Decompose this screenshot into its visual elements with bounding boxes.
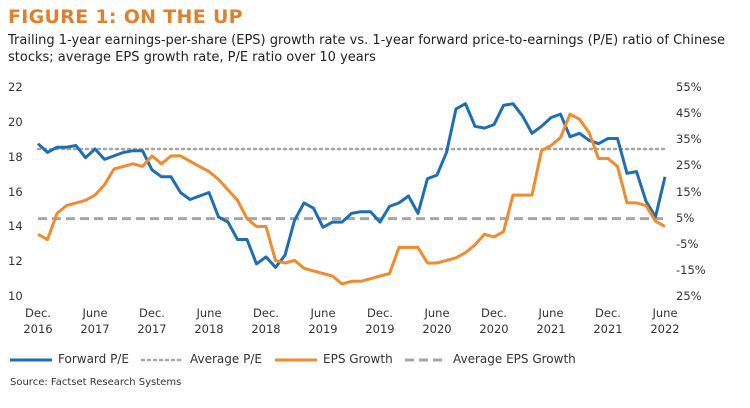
y-tick-label: 14 (8, 219, 23, 234)
legend-label: EPS Growth (323, 352, 393, 366)
x-tick-label: Dec. 2019 (365, 306, 395, 336)
legend-label: Forward P/E (58, 352, 129, 366)
y-tick-label: 12 (8, 254, 23, 269)
x-tick-label: Dec. 2021 (593, 306, 623, 336)
x-tick-label: Dec. 2020 (479, 306, 509, 336)
y2-tick-label: 35% (676, 132, 702, 147)
y2-tick-label: 45% (676, 106, 702, 121)
x-tick-label: Dec. 2016 (23, 306, 53, 336)
x-tick-label: June 2019 (308, 306, 338, 336)
x-tick-label: June 2017 (80, 306, 110, 336)
series-line (37, 112, 666, 286)
x-tick-label: June 2020 (422, 306, 452, 336)
legend-label: Average EPS Growth (453, 352, 576, 366)
x-tick-label: June 2022 (650, 306, 680, 336)
x-tick-label: June 2018 (194, 306, 224, 336)
y2-tick-label: 25% (676, 289, 702, 303)
y2-tick-label: -5% (676, 236, 699, 251)
source-note: Source: Factset Research Systems (10, 377, 182, 388)
y-tick-label: 20 (8, 114, 23, 129)
chart-subtitle: Trailing 1-year earnings-per-share (EPS)… (8, 33, 726, 65)
y2-tick-label: 15% (676, 184, 702, 199)
chart-title: FIGURE 1: ON THE UP (8, 6, 243, 28)
y2-tick-label: -15% (676, 262, 706, 277)
y-tick-label: 10 (8, 289, 23, 303)
y2-tick-label: 5% (676, 210, 695, 225)
y-tick-label: 16 (8, 184, 23, 199)
x-tick-label: Dec. 2018 (251, 306, 281, 336)
y2-tick-label: 25% (676, 158, 702, 173)
y-tick-label: 22 (8, 80, 23, 94)
x-tick-label: June 2021 (536, 306, 566, 336)
series-line (36, 102, 667, 269)
y2-tick-label: 55% (676, 80, 702, 94)
legend-label: Average P/E (190, 352, 262, 366)
x-tick-label: Dec. 2017 (137, 306, 167, 336)
y-tick-label: 18 (8, 149, 23, 164)
